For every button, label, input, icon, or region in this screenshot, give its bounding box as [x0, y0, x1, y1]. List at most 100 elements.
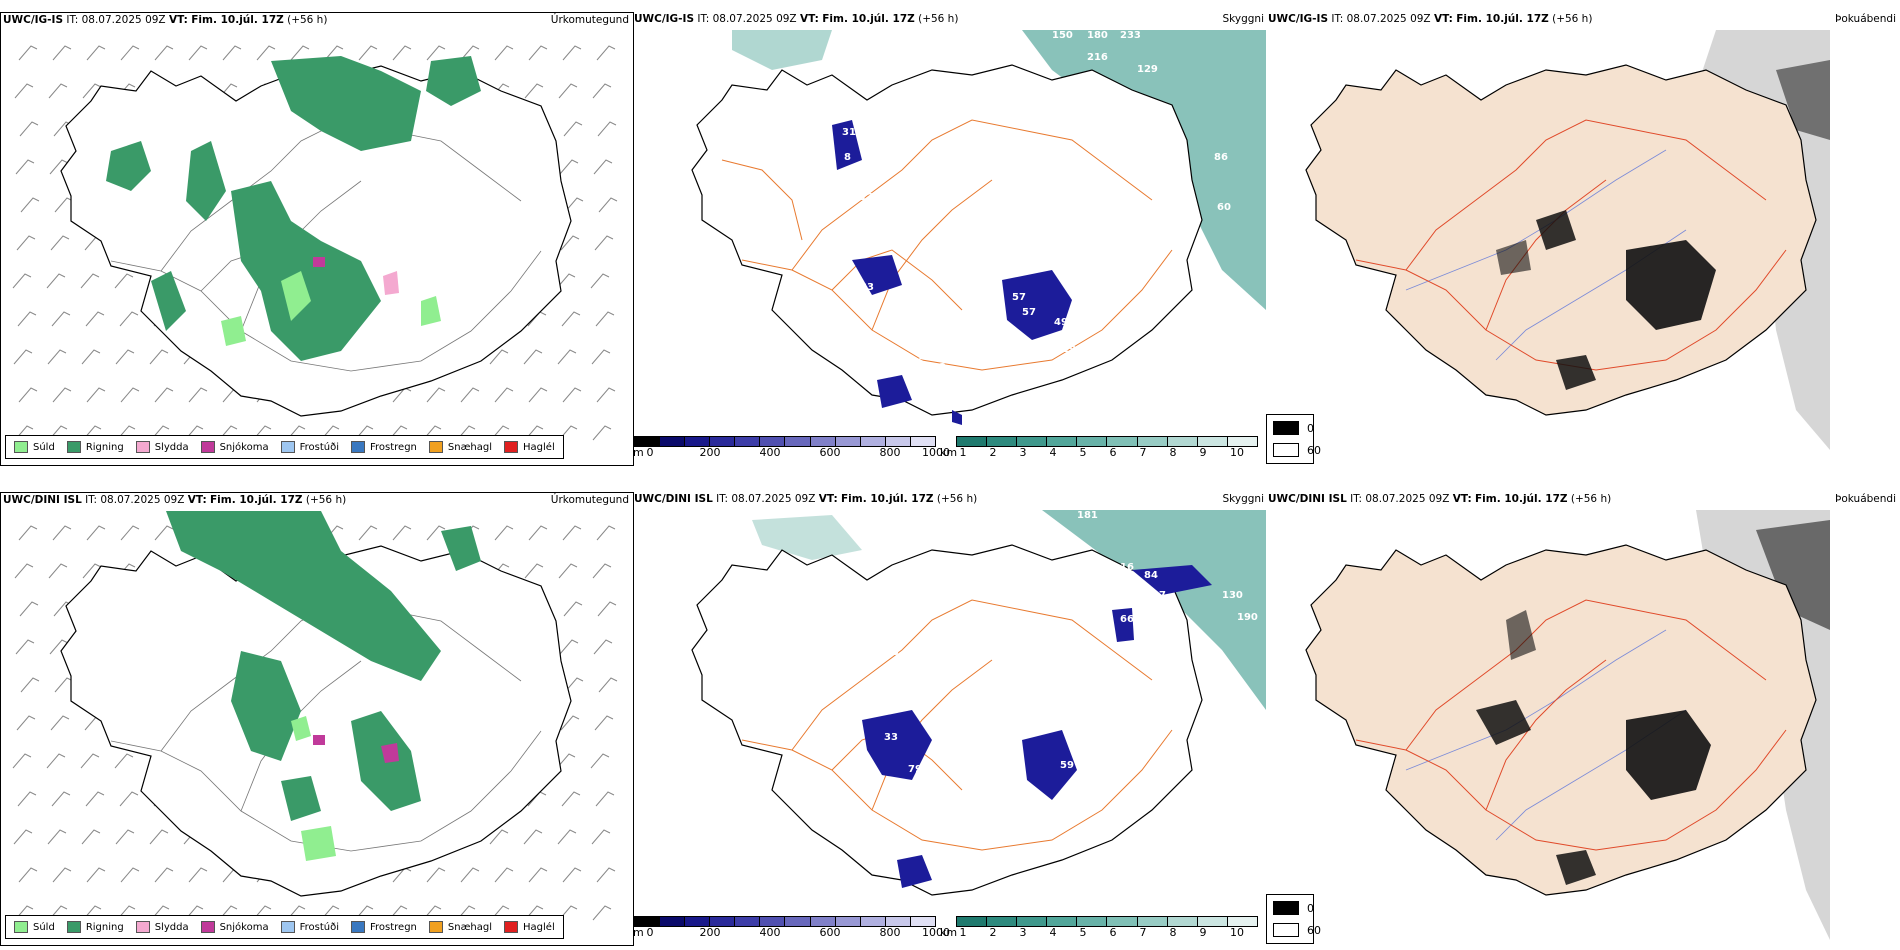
- height-tick: 600: [819, 446, 841, 459]
- wind-barb: [460, 867, 480, 883]
- visibility-colorbar-segment: [957, 437, 988, 446]
- panel-header: UWC/IG-IS IT: 08.07.2025 09Z VT: Fim. 10…: [634, 13, 958, 25]
- wind-barb: [54, 677, 74, 693]
- visibility-colorbar-segment: [1137, 437, 1168, 446]
- visibility-tick: 9: [1199, 446, 1207, 459]
- legend-label: Snæhagl: [447, 921, 493, 933]
- wind-barb: [154, 387, 174, 403]
- wind-barb: [558, 83, 578, 99]
- panel-header: UWC/IG-IS IT: 08.07.2025 09Z VT: Fim. 10…: [1268, 13, 1592, 25]
- wind-barb: [494, 867, 514, 883]
- height-colorbar-segment: [735, 917, 761, 926]
- wind-barb: [114, 273, 134, 289]
- wind-barb: [426, 45, 446, 61]
- wind-barb: [86, 525, 106, 541]
- wind-barb: [120, 387, 140, 403]
- height-tick: 600: [819, 926, 841, 939]
- visibility-colorbar-strip: [956, 916, 1258, 927]
- wind-barb: [188, 387, 208, 403]
- cloud-label: 39: [910, 822, 924, 833]
- fog-panel-row1: UWC/IG-IS IT: 08.07.2025 09Z VT: Fim. 10…: [1266, 12, 1900, 464]
- wind-barb: [591, 829, 611, 845]
- wind-barb: [494, 45, 514, 61]
- wind-barb: [256, 45, 276, 61]
- height-colorbar-segment: [910, 917, 935, 926]
- cloud-label: 57: [1012, 292, 1026, 303]
- height-colorbar-segment: [710, 917, 736, 926]
- legend-item: Haglél: [504, 441, 555, 453]
- legend-swatch: [135, 441, 150, 453]
- visibility-tick: 7: [1139, 446, 1147, 459]
- wind-barb: [17, 311, 37, 327]
- lead-time: (+56 h): [936, 493, 978, 505]
- wind-barb: [18, 867, 38, 883]
- legend-label: Súld: [33, 921, 55, 933]
- height-colorbar-segment: [835, 437, 861, 446]
- precip-title: Úrkomutegund: [550, 494, 629, 506]
- wind-barb: [556, 273, 576, 289]
- visibility-colorbar-segment: [1017, 437, 1048, 446]
- fog-legend-value: 60: [1307, 923, 1321, 937]
- teal-visibility-area: [1042, 510, 1266, 710]
- wind-barb: [358, 525, 378, 541]
- visibility-tick: 9: [1199, 926, 1207, 939]
- wind-barb: [80, 273, 100, 289]
- wind-barb: [392, 45, 412, 61]
- legend-item: Snjókoma: [200, 441, 269, 453]
- wind-barb: [85, 311, 105, 327]
- cloud-label: 12: [860, 192, 874, 203]
- wind-barb: [52, 525, 72, 541]
- height-colorbar-segment: [660, 437, 686, 446]
- fog-legend-swatch: [1273, 443, 1299, 457]
- wind-barb: [528, 525, 548, 541]
- model-name: UWC/IG-IS: [1268, 13, 1329, 25]
- wind-barb: [188, 45, 208, 61]
- fog-sea-shading: [1756, 520, 1830, 630]
- wind-barb: [558, 563, 578, 579]
- cloud-label: 29: [1062, 344, 1076, 355]
- wind-barb: [52, 45, 72, 61]
- lead-time: (+56 h): [918, 13, 959, 25]
- wind-barb: [593, 159, 613, 175]
- height-colorbar: m 0 200 400 600 800 1000: [632, 436, 952, 460]
- wind-barb: [592, 83, 612, 99]
- height-tick: 400: [759, 446, 781, 459]
- wind-barb: [561, 791, 581, 807]
- wind-barb: [592, 905, 612, 921]
- wind-barb: [12, 273, 32, 289]
- vt-label: VT:: [799, 13, 819, 25]
- legend-swatch: [428, 441, 443, 453]
- wind-barb: [358, 45, 378, 61]
- wind-barb: [154, 867, 174, 883]
- wind-barb: [564, 677, 584, 693]
- wind-barb: [426, 387, 446, 403]
- visibility-tick: 3: [1019, 926, 1027, 939]
- visibility-unit: km: [940, 446, 958, 459]
- height-colorbar-segment: [785, 917, 811, 926]
- legend-item: Snjókoma: [200, 921, 269, 933]
- wind-barb: [563, 601, 583, 617]
- visibility-colorbar-segment: [1227, 917, 1257, 926]
- cloud-label: 84: [1144, 570, 1158, 581]
- precip-panel-row1: UWC/IG-IS IT: 08.07.2025 09Z VT: Fim. 10…: [0, 12, 634, 466]
- cloud-label: 190: [1237, 612, 1258, 623]
- cloud-label: 59: [1014, 717, 1028, 728]
- cloud-label: 79: [908, 764, 922, 775]
- wind-barb: [15, 159, 35, 175]
- cloud-label: 16: [1120, 562, 1134, 573]
- model-name: UWC/IG-IS: [3, 14, 64, 26]
- height-tick: 400: [759, 926, 781, 939]
- wind-barb: [20, 197, 40, 213]
- lead-time: (+56 h): [305, 494, 347, 506]
- height-colorbar-segment: [860, 917, 886, 926]
- wind-barb: [51, 311, 71, 327]
- wind-barb: [115, 349, 135, 365]
- legend-swatch: [280, 441, 295, 453]
- wind-barb: [460, 387, 480, 403]
- legend-swatch: [351, 921, 365, 933]
- wind-barb: [82, 83, 102, 99]
- visibility-tick: 4: [1049, 446, 1057, 459]
- wind-barb: [18, 525, 38, 541]
- wind-barb: [590, 273, 610, 289]
- sleet-patch: [383, 271, 399, 295]
